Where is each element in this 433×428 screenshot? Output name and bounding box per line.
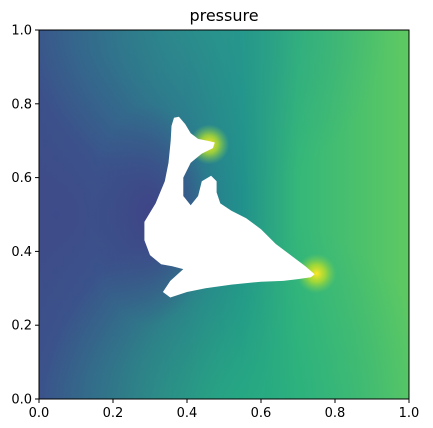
y-tick-label: 1.0 [11,24,32,39]
y-tick-label: 0.8 [11,97,32,112]
dolphin-obstacle [144,116,315,298]
x-tick-label: 1.0 [399,406,420,421]
y-tick-label: 0.6 [11,171,32,186]
x-tick-label: 0.4 [177,406,198,421]
y-axis: 0.0 0.2 0.4 0.6 0.8 1.0 [11,24,39,408]
chart-title: pressure [189,6,258,25]
y-tick-label: 0.0 [11,393,32,408]
heatmap-field [39,30,409,399]
x-tick-label: 0.8 [325,406,346,421]
x-axis: 0.0 0.2 0.4 0.6 0.8 1.0 [29,399,420,421]
plot-frame [38,29,410,400]
x-tick-label: 0.0 [29,406,50,421]
x-tick-label: 0.6 [251,406,272,421]
y-tick-label: 0.2 [11,319,32,334]
pressure-hotspot-0 [296,253,337,294]
y-tick-label: 0.4 [11,245,32,260]
x-tick-label: 0.2 [103,406,124,421]
